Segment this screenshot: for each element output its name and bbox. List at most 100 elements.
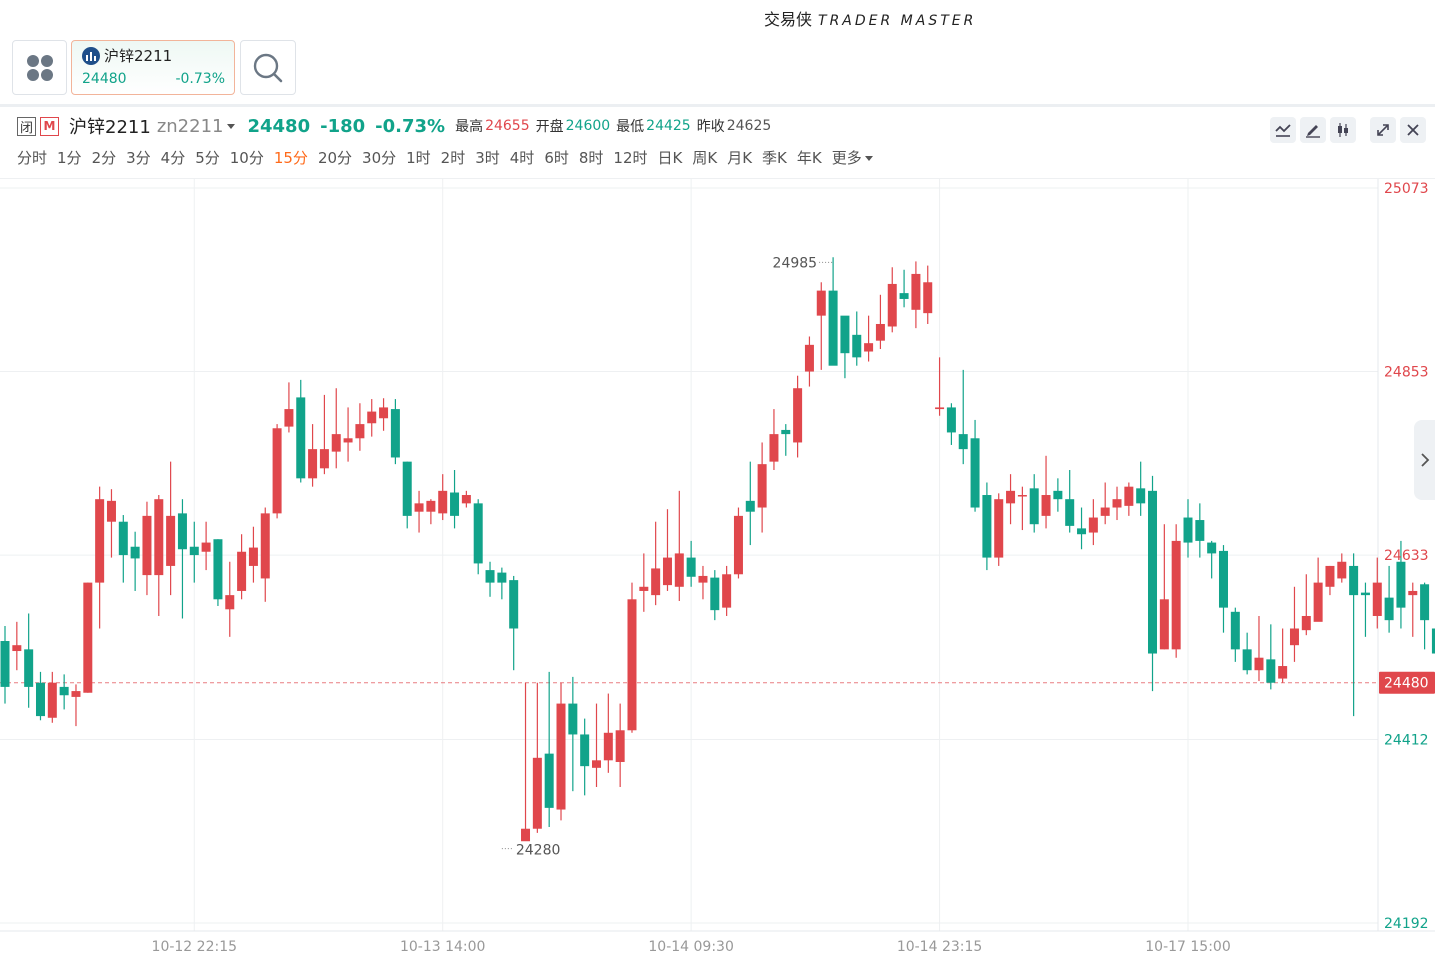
candle-body xyxy=(532,757,542,829)
period-option[interactable]: 2分 xyxy=(91,148,117,167)
chart-top-border xyxy=(0,178,1435,179)
candle-body xyxy=(911,273,921,310)
candle-body xyxy=(130,546,140,559)
period-option[interactable]: 10分 xyxy=(229,148,264,167)
candle-body xyxy=(603,732,613,761)
candle-body xyxy=(118,521,128,556)
candle-body xyxy=(308,449,318,479)
period-option[interactable]: 季K xyxy=(762,148,787,167)
candle-body xyxy=(686,557,696,577)
candle-body xyxy=(710,577,720,611)
period-option[interactable]: 6时 xyxy=(544,148,569,167)
candle-body xyxy=(1278,666,1288,679)
candle-body xyxy=(1053,490,1063,500)
candle-body xyxy=(1136,488,1146,504)
candle-body xyxy=(438,490,448,514)
x-axis-tick-label: 10-12 22:15 xyxy=(152,939,237,955)
period-option[interactable]: 年K xyxy=(796,148,822,167)
candle-body xyxy=(994,499,1004,558)
open-value: 24600 xyxy=(565,118,611,134)
line-drawing-button[interactable] xyxy=(1270,117,1296,143)
candle-body xyxy=(166,515,176,566)
candle-body xyxy=(1325,565,1335,587)
candle-body xyxy=(497,572,507,583)
symbol-dropdown-icon[interactable] xyxy=(227,123,236,129)
candle-body xyxy=(698,575,708,583)
section-divider xyxy=(0,104,1435,107)
candle-body xyxy=(816,290,826,316)
last-price-tag xyxy=(1379,671,1435,694)
candle-body xyxy=(12,645,22,652)
high-value: 24655 xyxy=(485,118,530,134)
expand-button[interactable] xyxy=(1370,117,1396,143)
candle-body xyxy=(828,290,838,366)
pencil-button[interactable] xyxy=(1300,117,1326,143)
candle-style-button[interactable] xyxy=(1330,117,1356,143)
candle-body xyxy=(201,542,211,552)
period-more-dropdown[interactable]: 更多 xyxy=(832,147,873,168)
period-option[interactable]: 1分 xyxy=(57,148,82,167)
period-option[interactable]: 月K xyxy=(727,148,753,167)
period-option[interactable]: 30分 xyxy=(362,148,397,167)
candle-body xyxy=(343,438,353,443)
candle-body xyxy=(1195,520,1205,541)
period-option[interactable]: 15分 xyxy=(273,148,308,167)
candle-body xyxy=(1077,528,1087,535)
period-option[interactable]: 1时 xyxy=(406,148,431,167)
period-more-label: 更多 xyxy=(831,148,862,167)
candle-body xyxy=(946,407,956,433)
period-option[interactable]: 20分 xyxy=(317,148,353,167)
candle-body xyxy=(1171,540,1181,650)
last-price-tag-label: 24480 xyxy=(1384,676,1429,692)
period-option[interactable]: 2时 xyxy=(440,148,466,167)
period-option[interactable]: 3时 xyxy=(475,148,500,167)
candle-body xyxy=(875,323,885,341)
candle-body xyxy=(47,682,57,718)
candle-body xyxy=(1183,517,1193,543)
menu-button[interactable] xyxy=(12,40,67,95)
brand-en: TRADER MASTER xyxy=(818,13,977,29)
close-button[interactable] xyxy=(1400,117,1426,143)
candle-body xyxy=(106,500,116,522)
price-change-pct: -0.73% xyxy=(375,115,446,137)
search-button[interactable] xyxy=(240,40,296,95)
candlestick-chart[interactable]: 25073 24853 24633 24412 24192 24480 10-12 22:1… xyxy=(0,179,1435,956)
prev-close-label: 昨收 xyxy=(696,119,725,135)
period-option[interactable]: 4时 xyxy=(509,148,535,167)
brand-cn: 交易侠 xyxy=(764,10,813,29)
caret-down-icon xyxy=(864,155,873,161)
candle-body xyxy=(568,703,578,735)
y-axis-tick-label: 24192 xyxy=(1384,916,1429,932)
candle-body xyxy=(521,828,531,842)
period-option[interactable]: 12时 xyxy=(613,148,648,167)
candle-body xyxy=(1266,659,1276,683)
candle-body xyxy=(982,495,992,558)
candle-body xyxy=(1384,597,1394,621)
candle-body xyxy=(958,434,968,450)
candle-body xyxy=(793,388,803,443)
candle-body xyxy=(509,580,519,629)
period-option[interactable]: 周K xyxy=(692,148,718,167)
period-option[interactable]: 日K xyxy=(657,148,683,167)
symbol-code[interactable]: zn2211 xyxy=(156,115,224,137)
low-value: 24425 xyxy=(646,118,691,134)
chart-tools-group xyxy=(1266,117,1356,143)
quote-card[interactable]: 沪锌2211 24480 -0.73% xyxy=(71,40,235,95)
close-icon xyxy=(1407,124,1419,136)
period-option[interactable]: 8时 xyxy=(578,148,604,167)
side-panel-toggle[interactable] xyxy=(1414,420,1435,500)
symbol-name[interactable]: 沪锌2211 xyxy=(69,117,151,138)
candle-body xyxy=(556,703,566,810)
quote-card-price: 24480 xyxy=(82,71,127,87)
candle-body xyxy=(1372,582,1382,616)
quote-card-change: -0.73% xyxy=(175,71,225,87)
candle-body xyxy=(390,409,400,458)
candle-body xyxy=(1420,584,1430,621)
candle-body xyxy=(59,686,69,696)
period-option[interactable]: 3分 xyxy=(126,148,151,167)
period-option[interactable]: 4分 xyxy=(160,148,186,167)
candle-body xyxy=(319,449,329,469)
period-option[interactable]: 分时 xyxy=(17,148,48,167)
period-option[interactable]: 5分 xyxy=(195,148,220,167)
x-axis-tick-label: 10-13 14:00 xyxy=(400,939,485,955)
